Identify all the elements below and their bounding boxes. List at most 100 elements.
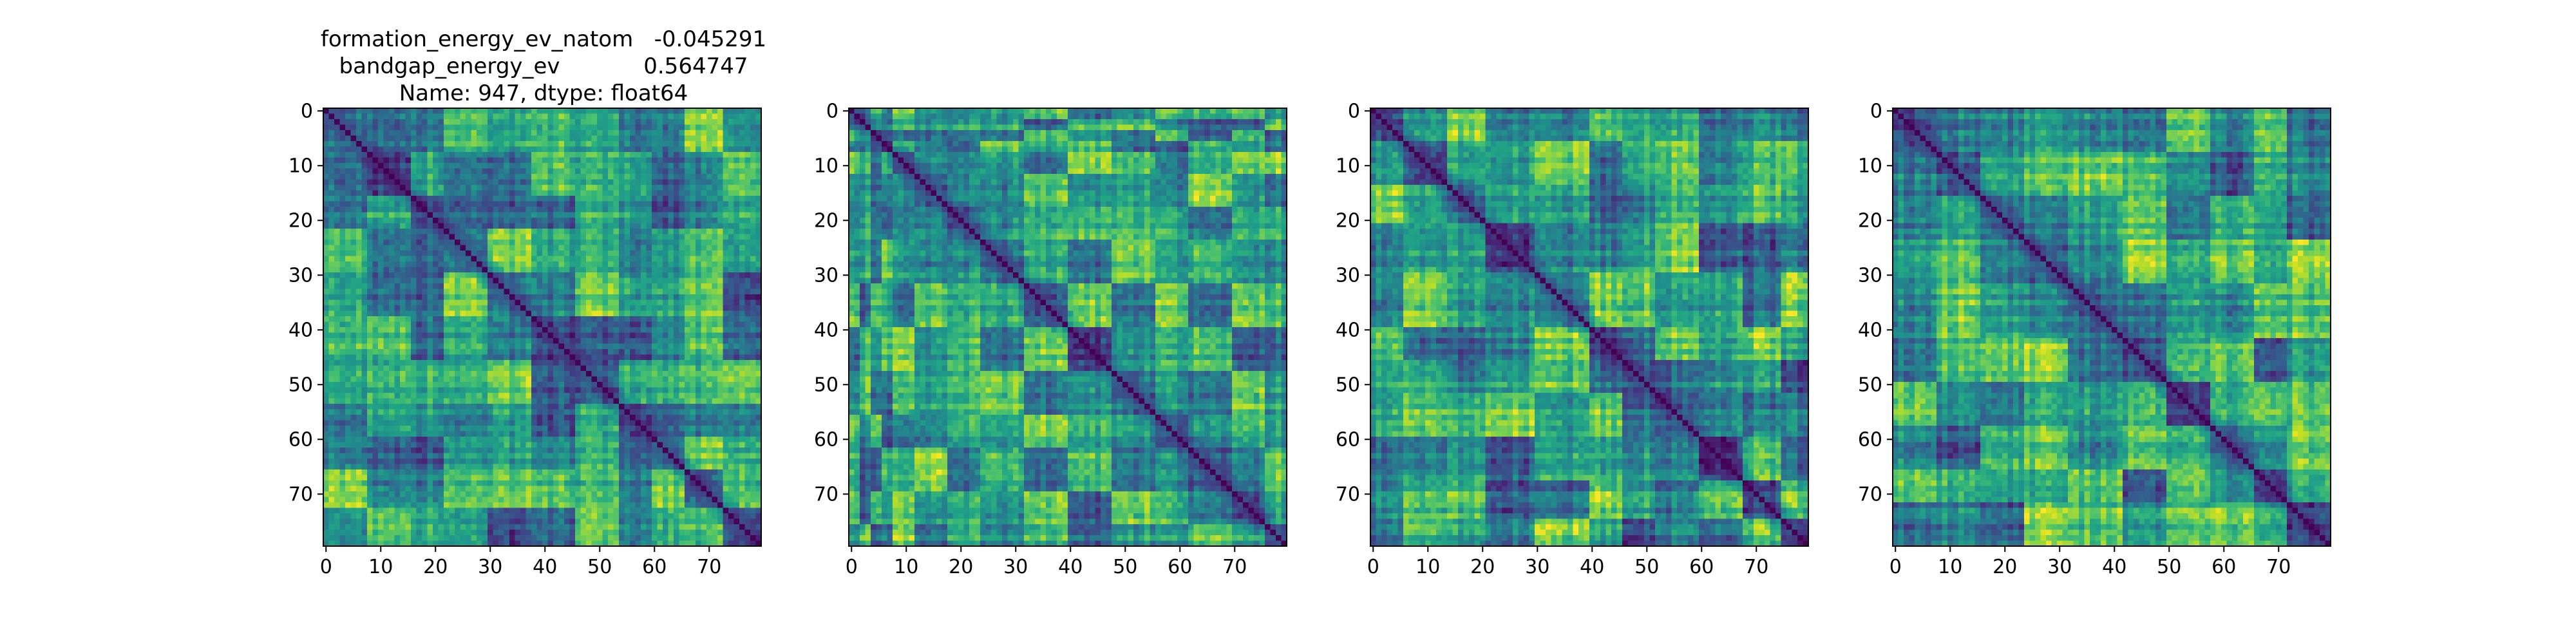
heatmap-cell <box>624 152 630 158</box>
heatmap-cell <box>723 234 729 240</box>
heatmap-cell <box>613 365 620 372</box>
heatmap-cell <box>482 218 488 223</box>
heatmap-cell <box>569 130 576 136</box>
heatmap-cell <box>477 448 482 453</box>
heatmap-cell <box>536 119 543 125</box>
heatmap-cell <box>619 332 625 339</box>
heatmap-cell <box>531 393 537 399</box>
heatmap-cell <box>701 179 707 185</box>
heatmap-cell <box>613 190 620 196</box>
heatmap-cell <box>400 196 406 202</box>
heatmap-cell <box>679 398 685 404</box>
heatmap-cell <box>361 256 368 262</box>
heatmap-cell <box>602 278 609 284</box>
heatmap-cell <box>405 179 412 185</box>
heatmap-cell <box>663 305 668 311</box>
heatmap-cell <box>679 234 685 240</box>
heatmap-cell <box>542 124 548 131</box>
heatmap-cell <box>405 234 412 240</box>
heatmap-cell <box>449 234 455 240</box>
heatmap-cell <box>460 442 466 448</box>
heatmap-cell <box>488 409 493 415</box>
heatmap-cell <box>509 229 515 234</box>
heatmap-cell <box>367 404 373 410</box>
heatmap-cell <box>635 349 641 355</box>
heatmap-cell <box>728 283 734 289</box>
heatmap-cell <box>389 442 395 448</box>
heatmap-cell <box>608 316 614 322</box>
heatmap-cell <box>602 212 609 218</box>
heatmap-cell <box>422 365 428 372</box>
heatmap-cell <box>350 371 357 377</box>
heatmap-cell <box>378 218 384 223</box>
heatmap-cell <box>361 305 368 311</box>
heatmap-cell <box>361 393 368 399</box>
heatmap-cell <box>488 426 493 431</box>
heatmap-cell <box>679 207 685 213</box>
heatmap-cell <box>334 310 340 317</box>
heatmap-cell <box>411 420 417 426</box>
heatmap-cell <box>493 420 499 426</box>
heatmap-cell <box>602 179 609 185</box>
heatmap-cell <box>641 382 647 388</box>
heatmap-cell <box>706 310 712 317</box>
heatmap-cell <box>400 223 406 229</box>
heatmap-cell <box>723 442 729 448</box>
heatmap-cell <box>449 229 455 234</box>
heatmap-cell <box>706 327 712 333</box>
heatmap-cell <box>624 174 630 180</box>
heatmap-cell <box>455 365 460 372</box>
heatmap-cell <box>482 278 488 284</box>
heatmap-cell <box>575 190 581 196</box>
heatmap-cell <box>350 272 357 278</box>
heatmap-cell <box>367 442 373 448</box>
heatmap-cell <box>750 152 756 158</box>
heatmap-cell <box>542 415 548 421</box>
heatmap-cell <box>416 119 422 125</box>
heatmap-cell <box>350 305 357 311</box>
heatmap-cell <box>547 431 554 437</box>
heatmap-cell <box>734 299 740 306</box>
heatmap-cell <box>750 332 756 339</box>
heatmap-cell <box>564 196 570 202</box>
heatmap-cell <box>433 272 439 278</box>
heatmap-cell <box>520 278 526 284</box>
heatmap-cell <box>706 146 712 153</box>
heatmap-cell <box>591 168 598 175</box>
heatmap-cell <box>416 354 422 361</box>
heatmap-cell <box>394 278 401 284</box>
heatmap-cell <box>378 130 384 136</box>
heatmap-cell <box>389 382 395 388</box>
heatmap-cell <box>575 398 581 404</box>
heatmap-cell <box>652 294 658 300</box>
heatmap-cell <box>405 437 412 442</box>
heatmap-cell <box>685 316 690 322</box>
heatmap-cell <box>334 448 340 453</box>
heatmap-cell <box>372 382 379 388</box>
heatmap-cell <box>755 299 762 306</box>
heatmap-cell <box>515 338 521 344</box>
heatmap-cell <box>657 234 663 240</box>
heatmap-cell <box>750 146 756 153</box>
heatmap-cell <box>547 332 554 339</box>
heatmap-cell <box>334 272 340 278</box>
heatmap-cell <box>734 223 740 229</box>
heatmap-cell <box>591 442 598 448</box>
heatmap-cell <box>323 196 329 202</box>
heatmap-cell <box>449 442 455 448</box>
heatmap-cell <box>345 409 351 415</box>
heatmap-cell <box>383 404 390 410</box>
heatmap-cell <box>509 261 515 267</box>
heatmap-cell <box>723 185 729 191</box>
heatmap-cell <box>663 278 668 284</box>
heatmap-cell <box>630 393 636 399</box>
heatmap-cell <box>455 316 460 322</box>
heatmap-cell <box>498 240 504 245</box>
heatmap-cell <box>739 316 745 322</box>
heatmap-cell <box>455 135 460 142</box>
heatmap-cell <box>345 316 351 322</box>
heatmap-cell <box>400 130 406 136</box>
heatmap-cell <box>690 426 696 431</box>
heatmap-cell <box>602 371 609 377</box>
heatmap-cell <box>394 179 401 185</box>
